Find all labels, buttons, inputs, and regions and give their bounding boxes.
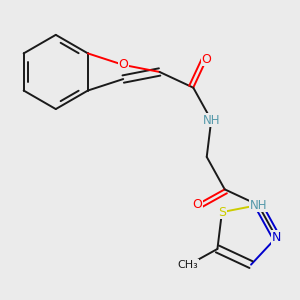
- Text: O: O: [118, 58, 128, 71]
- Text: NH: NH: [202, 114, 220, 127]
- Text: CH₃: CH₃: [178, 260, 199, 270]
- Text: O: O: [202, 52, 212, 66]
- Text: S: S: [218, 206, 226, 219]
- Text: N: N: [272, 231, 281, 244]
- Text: NH: NH: [250, 199, 267, 212]
- Text: O: O: [192, 198, 202, 211]
